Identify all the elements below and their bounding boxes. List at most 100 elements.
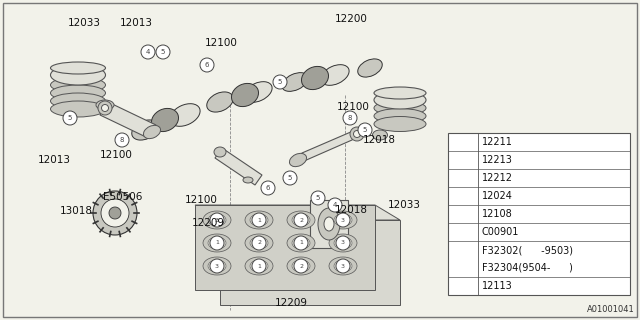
Ellipse shape [372, 130, 387, 140]
Circle shape [210, 236, 224, 250]
Circle shape [252, 213, 266, 227]
Text: 12211: 12211 [482, 137, 513, 147]
Circle shape [261, 181, 275, 195]
Text: 12100: 12100 [205, 38, 238, 48]
Text: 1: 1 [215, 241, 219, 245]
Ellipse shape [51, 85, 106, 101]
Circle shape [93, 191, 137, 235]
Circle shape [311, 191, 325, 205]
Text: 5: 5 [316, 195, 320, 201]
Circle shape [294, 259, 308, 273]
Text: 12018: 12018 [363, 135, 396, 145]
Text: 8: 8 [348, 115, 352, 121]
Circle shape [455, 188, 471, 204]
Circle shape [294, 236, 308, 250]
Text: 3: 3 [215, 218, 219, 222]
Text: 1: 1 [257, 218, 261, 222]
Ellipse shape [318, 208, 340, 240]
Text: 4: 4 [461, 191, 465, 201]
Ellipse shape [292, 237, 310, 249]
Text: 12100: 12100 [100, 150, 133, 160]
Ellipse shape [374, 91, 426, 109]
Text: 5: 5 [161, 49, 165, 55]
Text: 2: 2 [299, 218, 303, 222]
Circle shape [252, 236, 266, 250]
Text: 1: 1 [299, 241, 303, 245]
Circle shape [115, 133, 129, 147]
Circle shape [109, 207, 121, 219]
Polygon shape [295, 128, 360, 165]
Ellipse shape [374, 87, 426, 99]
Text: 12213: 12213 [482, 155, 513, 165]
Ellipse shape [203, 234, 231, 252]
Circle shape [336, 259, 350, 273]
Ellipse shape [245, 211, 273, 229]
Circle shape [63, 111, 77, 125]
Ellipse shape [250, 260, 268, 272]
Circle shape [210, 259, 224, 273]
Ellipse shape [358, 59, 382, 77]
Ellipse shape [244, 82, 272, 102]
Ellipse shape [51, 62, 106, 74]
Polygon shape [100, 102, 156, 138]
Text: 12200: 12200 [335, 14, 368, 24]
Ellipse shape [203, 211, 231, 229]
Ellipse shape [208, 237, 226, 249]
Text: F32302(      -9503): F32302( -9503) [482, 246, 573, 256]
Ellipse shape [374, 108, 426, 124]
Circle shape [210, 213, 224, 227]
Ellipse shape [289, 153, 307, 167]
Circle shape [455, 224, 471, 240]
Text: F32304(9504-      ): F32304(9504- ) [482, 263, 573, 273]
Circle shape [294, 213, 308, 227]
Circle shape [455, 251, 471, 267]
Ellipse shape [98, 101, 112, 115]
Text: 12209: 12209 [275, 298, 308, 308]
Ellipse shape [203, 257, 231, 275]
Ellipse shape [143, 125, 161, 139]
Ellipse shape [287, 211, 315, 229]
Ellipse shape [51, 101, 106, 117]
Ellipse shape [214, 147, 226, 157]
Ellipse shape [51, 93, 106, 109]
Circle shape [336, 236, 350, 250]
Circle shape [200, 58, 214, 72]
Ellipse shape [208, 260, 226, 272]
Ellipse shape [292, 260, 310, 272]
Ellipse shape [287, 234, 315, 252]
Text: 2: 2 [257, 241, 261, 245]
Ellipse shape [329, 234, 357, 252]
Ellipse shape [250, 214, 268, 226]
Text: 12212: 12212 [482, 173, 513, 183]
Circle shape [156, 45, 170, 59]
Ellipse shape [102, 105, 109, 111]
Text: 6: 6 [205, 62, 209, 68]
Ellipse shape [170, 104, 200, 126]
Ellipse shape [292, 214, 310, 226]
Text: 12013: 12013 [38, 155, 71, 165]
Ellipse shape [334, 214, 352, 226]
Ellipse shape [243, 177, 253, 183]
Text: 5: 5 [288, 175, 292, 181]
FancyBboxPatch shape [448, 133, 630, 295]
Text: 5: 5 [278, 79, 282, 85]
Text: 3: 3 [215, 263, 219, 268]
Circle shape [336, 213, 350, 227]
Text: 7: 7 [461, 254, 465, 263]
Ellipse shape [207, 92, 233, 112]
Ellipse shape [232, 84, 259, 107]
Circle shape [101, 199, 129, 227]
Text: 4: 4 [333, 202, 337, 208]
Text: 12113: 12113 [482, 281, 513, 291]
Text: 12100: 12100 [337, 102, 370, 112]
Text: 13018: 13018 [60, 206, 93, 216]
Ellipse shape [282, 73, 308, 91]
Text: 12033: 12033 [388, 200, 421, 210]
Circle shape [455, 170, 471, 186]
Text: 4: 4 [146, 49, 150, 55]
Ellipse shape [301, 67, 328, 90]
Polygon shape [195, 205, 400, 220]
Text: 3: 3 [341, 263, 345, 268]
Circle shape [273, 75, 287, 89]
Text: 12033: 12033 [68, 18, 101, 28]
